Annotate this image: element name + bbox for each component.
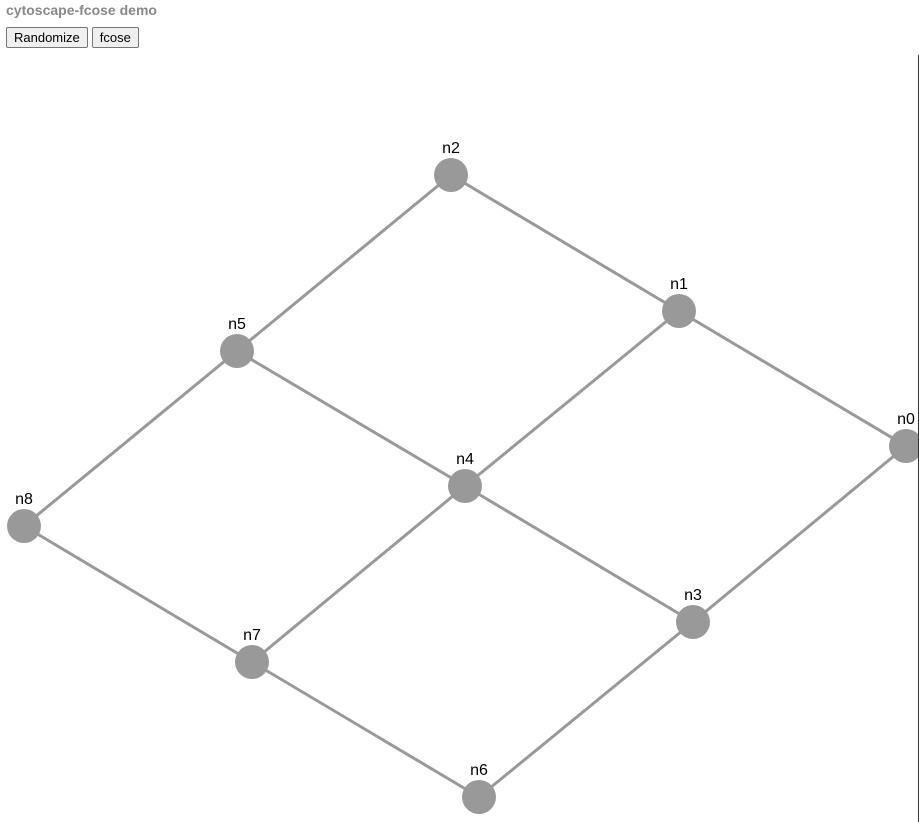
node-n4[interactable]: n4 [448,451,482,503]
edges-layer [23,173,907,799]
edge-n0-n3[interactable] [692,444,907,624]
edge-n1-n4[interactable] [464,309,680,488]
node-circle[interactable] [676,605,710,639]
edge-n4-n7[interactable] [251,484,466,664]
edge-n8-n7[interactable] [23,524,253,664]
node-label: n6 [470,762,488,779]
node-n1[interactable]: n1 [662,276,696,328]
page-title: cytoscape-fcose demo [6,2,157,18]
edge-n2-n1[interactable] [450,173,680,313]
node-n5[interactable]: n5 [220,316,254,368]
node-circle[interactable] [448,469,482,503]
node-label: n8 [15,491,33,508]
node-label: n7 [243,627,261,644]
node-circle[interactable] [662,294,696,328]
node-label: n1 [670,276,688,293]
node-circle[interactable] [7,509,41,543]
node-n6[interactable]: n6 [462,762,496,814]
node-circle[interactable] [220,334,254,368]
node-circle[interactable] [462,780,496,814]
edge-n2-n5[interactable] [236,173,452,353]
edge-n5-n8[interactable] [23,349,238,528]
node-n2[interactable]: n2 [434,140,468,192]
edge-n3-n6[interactable] [478,620,694,799]
node-circle[interactable] [889,429,918,463]
graph-svg[interactable]: n0 n1 n2 n3 n4 n5 n6 n7 n8 [0,55,918,822]
node-circle[interactable] [235,645,269,679]
node-label: n5 [228,316,246,333]
edge-n1-n0[interactable] [678,309,907,448]
edge-n5-n4[interactable] [236,349,466,488]
node-label: n3 [684,587,702,604]
graph-canvas[interactable]: n0 n1 n2 n3 n4 n5 n6 n7 n8 [0,55,919,822]
node-circle[interactable] [434,158,468,192]
node-label: n4 [456,451,474,468]
edge-n4-n3[interactable] [464,484,694,624]
node-label: n0 [897,411,915,428]
toolbar: Randomize fcose [6,27,139,48]
node-n0[interactable]: n0 [889,411,918,463]
fcose-layout-button[interactable]: fcose [91,27,139,48]
randomize-button[interactable]: Randomize [6,27,88,48]
node-label: n2 [442,140,460,157]
nodes-layer: n0 n1 n2 n3 n4 n5 n6 n7 n8 [7,140,918,814]
node-n8[interactable]: n8 [7,491,41,543]
node-n3[interactable]: n3 [676,587,710,639]
node-n7[interactable]: n7 [235,627,269,679]
edge-n7-n6[interactable] [251,660,480,799]
